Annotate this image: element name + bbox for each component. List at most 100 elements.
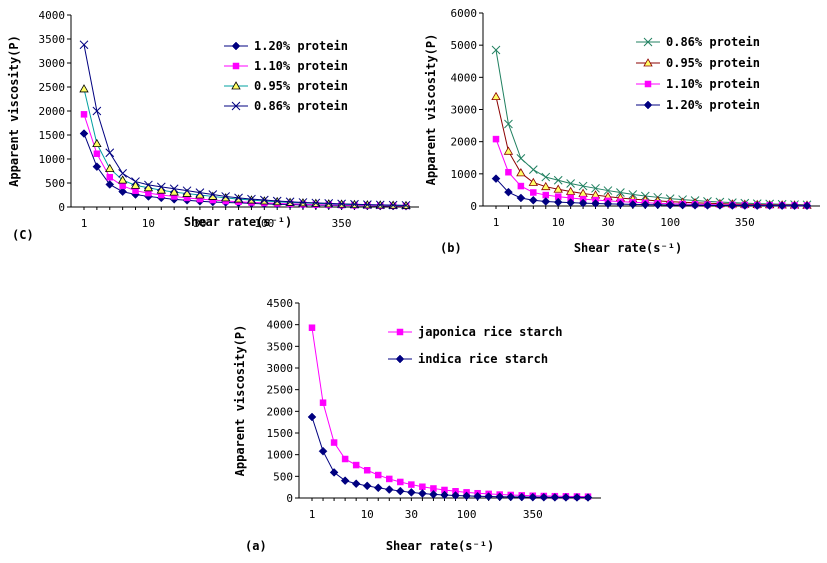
data-point <box>462 491 471 501</box>
data-point <box>550 492 560 502</box>
data-point <box>517 182 525 190</box>
legend-marker <box>643 37 653 47</box>
series-1 <box>307 412 593 502</box>
y-tick-label: 4500 <box>267 297 294 310</box>
legend-label: 0.95% protein <box>254 79 348 93</box>
data-point <box>408 481 415 488</box>
data-point <box>491 45 501 55</box>
y-tick-label: 3500 <box>267 340 294 353</box>
data-point <box>484 492 493 501</box>
y-tick-label: 0 <box>58 201 65 214</box>
data-point <box>106 173 114 181</box>
y-tick-label: 1000 <box>39 153 66 166</box>
data-point <box>703 200 712 210</box>
data-point <box>93 150 101 157</box>
data-point <box>340 476 350 486</box>
data-point <box>329 468 339 477</box>
legend-entry: 1.20% protein <box>224 39 348 53</box>
data-point <box>79 40 89 50</box>
data-point <box>337 199 346 209</box>
x-tick-label: 1 <box>81 217 88 230</box>
data-point <box>690 200 700 210</box>
data-point <box>169 184 179 194</box>
data-point <box>528 165 538 175</box>
data-point <box>541 181 551 191</box>
data-point <box>505 168 512 176</box>
data-point <box>530 189 537 196</box>
y-tick-label: 500 <box>45 177 65 190</box>
data-point <box>407 488 416 497</box>
data-point <box>208 190 218 199</box>
data-point <box>553 175 563 185</box>
series-1 <box>80 111 410 210</box>
legend-label: indica rice starch <box>418 352 548 366</box>
data-point <box>616 199 625 209</box>
x-axis-title: Shear rate(s⁻¹) <box>386 539 494 553</box>
legend-marker <box>643 100 653 110</box>
series-3 <box>491 174 812 211</box>
data-point <box>640 200 650 209</box>
series-1 <box>491 91 812 209</box>
y-tick-label: 1000 <box>451 168 478 181</box>
y-axis-title: Apparent viscosity(P) <box>7 35 21 187</box>
legend-marker <box>644 80 652 88</box>
data-point <box>565 186 576 195</box>
legend-label: 1.20% protein <box>254 39 348 53</box>
data-point <box>384 485 394 494</box>
x-tick-label: 30 <box>601 216 614 229</box>
data-point <box>528 492 538 502</box>
x-tick-label: 10 <box>552 216 565 229</box>
data-point <box>653 200 663 210</box>
data-point <box>752 201 762 210</box>
y-tick-label: 0 <box>470 200 477 213</box>
data-point <box>169 187 179 196</box>
x-tick-label: 100 <box>457 508 477 521</box>
y-tick-label: 3500 <box>39 33 66 46</box>
data-point <box>765 201 775 210</box>
y-tick-label: 0 <box>286 492 293 505</box>
x-tick-label: 350 <box>523 508 543 521</box>
data-point <box>92 162 102 172</box>
y-tick-label: 1500 <box>267 427 294 440</box>
y-tick-label: 4000 <box>267 319 294 332</box>
legend-label: 0.95% protein <box>666 56 760 70</box>
data-point <box>374 471 382 479</box>
legend-label: 0.86% protein <box>666 35 760 49</box>
x-tick-label: 100 <box>254 217 274 230</box>
series-3 <box>79 40 411 210</box>
data-point <box>715 201 725 210</box>
data-point <box>307 412 317 422</box>
panel-label: (a) <box>245 539 267 553</box>
data-point <box>362 481 372 491</box>
y-tick-label: 3000 <box>267 362 294 375</box>
legend-entry: 0.95% protein <box>224 79 348 93</box>
data-point <box>330 439 338 446</box>
data-point <box>341 455 349 463</box>
legend-marker <box>231 41 241 51</box>
y-tick-label: 4000 <box>451 71 478 84</box>
legend-marker <box>231 101 241 111</box>
legend-marker <box>231 81 241 90</box>
legend-marker <box>232 62 240 70</box>
data-point <box>324 199 334 208</box>
x-tick-label: 10 <box>361 508 374 521</box>
data-point <box>105 148 115 158</box>
x-tick-label: 100 <box>660 216 680 229</box>
data-point <box>419 483 426 490</box>
y-tick-label: 2500 <box>39 81 66 94</box>
y-tick-label: 2000 <box>451 136 478 149</box>
y-tick-label: 3000 <box>451 104 478 117</box>
data-point <box>131 177 140 186</box>
data-point <box>492 135 500 143</box>
data-point <box>195 188 205 197</box>
data-point <box>285 197 295 207</box>
data-point <box>517 492 527 502</box>
legend-label: 1.10% protein <box>666 77 760 91</box>
series-0 <box>308 324 592 500</box>
data-point <box>156 185 166 194</box>
data-point <box>578 198 588 208</box>
data-point <box>495 492 505 502</box>
data-point <box>105 180 115 189</box>
y-tick-label: 4000 <box>39 9 66 22</box>
data-point <box>516 168 526 177</box>
